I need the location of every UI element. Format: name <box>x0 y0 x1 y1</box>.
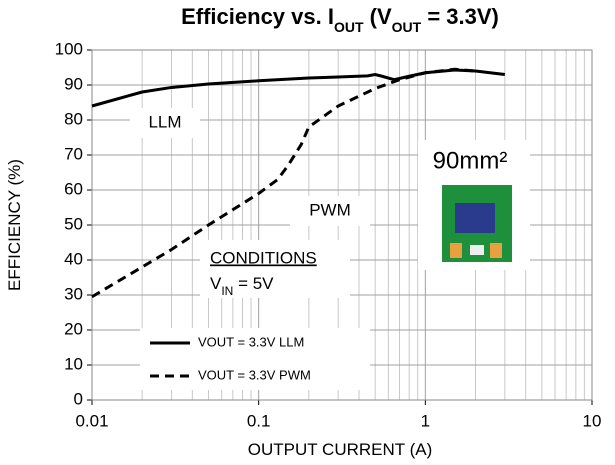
x-tick-label: 0.1 <box>247 411 271 430</box>
y-tick-label: 80 <box>64 109 83 128</box>
y-tick-label: 10 <box>64 354 83 373</box>
module-part <box>470 245 484 255</box>
chart-title: Efficiency vs. IOUT (VOUT = 3.3V) <box>181 4 499 35</box>
title-part: = 3.3V) <box>421 4 499 29</box>
annotation: PWM <box>309 200 351 219</box>
legend-label: VOUT = 3.3V PWM <box>198 367 311 382</box>
annotation: LLM <box>148 112 181 131</box>
legend-label: VOUT = 3.3V LLM <box>198 334 304 349</box>
y-tick-label: 0 <box>74 389 83 408</box>
y-tick-label: 40 <box>64 249 83 268</box>
annotation: 90mm² <box>433 147 508 174</box>
title-part: (V <box>364 4 392 29</box>
x-axis-label: OUTPUT CURRENT (A) <box>248 440 433 459</box>
y-tick-label: 30 <box>64 284 83 303</box>
y-tick-label: 50 <box>64 214 83 233</box>
annotation-part: IN <box>221 284 233 298</box>
module-part <box>490 243 502 258</box>
title-part: OUT <box>334 19 364 35</box>
x-tick-label: 1 <box>421 411 430 430</box>
series-line <box>92 70 505 106</box>
y-axis-label: EFFICIENCY (%) <box>5 159 24 291</box>
x-tick-label: 0.01 <box>75 411 108 430</box>
y-tick-label: 70 <box>64 144 83 163</box>
y-tick-label: 100 <box>55 39 83 58</box>
y-tick-label: 90 <box>64 74 83 93</box>
module-chip <box>455 203 495 233</box>
module-part <box>450 243 462 258</box>
chart: Efficiency vs. IOUT (VOUT = 3.3V) OUTPUT… <box>0 0 615 465</box>
annotation-part: = 5V <box>233 274 274 293</box>
y-tick-label: 60 <box>64 179 83 198</box>
x-tick-label: 10 <box>583 411 602 430</box>
annotation-part: V <box>210 274 222 293</box>
title-part: Efficiency vs. I <box>181 4 334 29</box>
title-part: OUT <box>392 19 422 35</box>
y-tick-label: 20 <box>64 319 83 338</box>
annotation: CONDITIONS <box>210 248 317 267</box>
